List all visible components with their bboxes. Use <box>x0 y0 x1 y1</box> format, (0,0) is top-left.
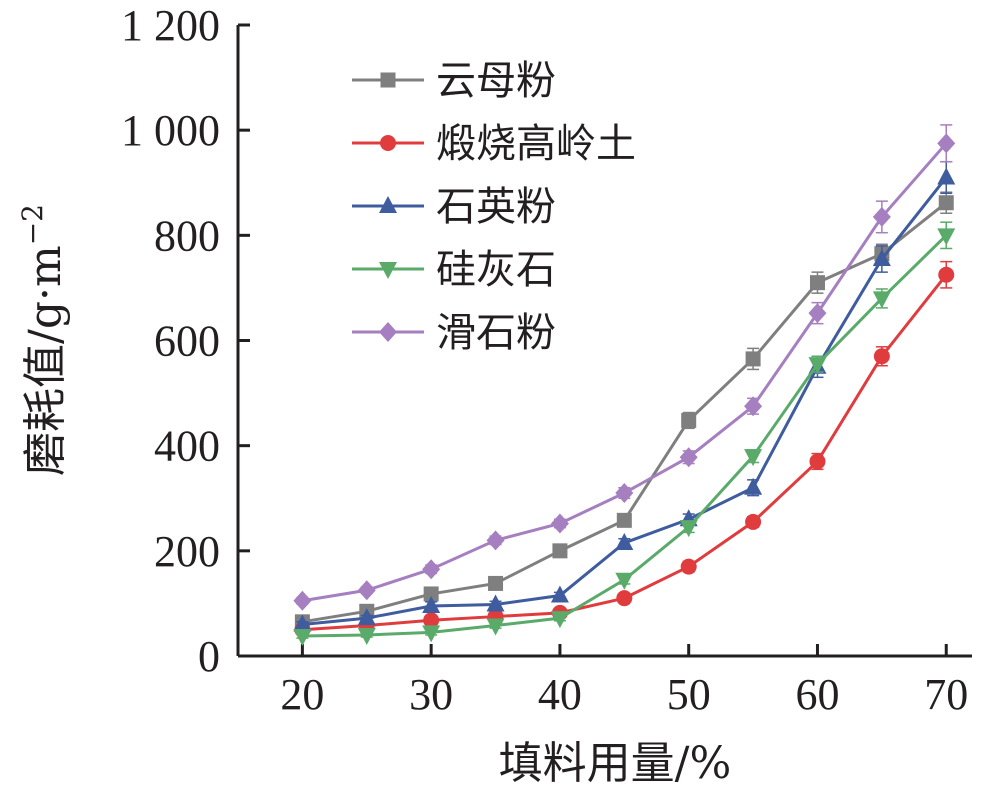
data-point <box>873 348 890 365</box>
data-point <box>680 558 697 575</box>
data-point <box>422 559 441 580</box>
y-tick-label: 800 <box>154 211 220 260</box>
data-point <box>616 590 633 607</box>
x-tick-label: 60 <box>795 670 839 719</box>
data-point <box>422 596 441 614</box>
data-point <box>615 482 634 503</box>
data-point <box>744 396 763 417</box>
y-axis-title-group: 磨耗值/g·m−2 <box>16 204 71 476</box>
series-layer <box>293 124 956 647</box>
data-point <box>550 611 569 629</box>
data-point <box>293 614 312 632</box>
y-tick-label: 200 <box>154 527 220 576</box>
data-point <box>872 206 891 227</box>
y-tick-label: 1 000 <box>121 106 220 155</box>
data-point <box>744 477 763 495</box>
data-point <box>552 543 568 559</box>
data-point <box>938 266 955 283</box>
data-point <box>808 357 827 375</box>
data-point <box>357 627 376 645</box>
data-point <box>357 608 376 626</box>
data-point <box>681 412 697 428</box>
legend-label: 硅灰石 <box>436 247 556 293</box>
legend-label: 云母粉 <box>436 58 556 104</box>
series-line <box>302 176 948 626</box>
x-tick-label: 20 <box>280 670 324 719</box>
y-axis-title: 磨耗值/g·m−2 <box>16 204 71 476</box>
series-group <box>293 221 956 647</box>
data-point <box>422 625 441 643</box>
data-point <box>550 513 569 534</box>
x-axis-title: 填料用量/% <box>499 738 732 789</box>
series-group <box>293 160 956 632</box>
y-tick-label: 1 200 <box>121 1 220 50</box>
y-axis-title-main: 磨耗值/g·m <box>20 245 71 476</box>
y-ticks: 0 200 400 600 800 1 000 1 200 <box>121 1 250 681</box>
y-tick-label: 0 <box>198 632 220 681</box>
x-tick-label: 30 <box>409 670 453 719</box>
data-point <box>550 585 569 603</box>
legend-label: 滑石粉 <box>436 310 556 356</box>
data-point <box>744 449 763 467</box>
data-point <box>809 275 825 291</box>
x-tick-label: 70 <box>924 670 968 719</box>
legend-marker <box>379 322 397 342</box>
data-point <box>937 133 956 154</box>
x-tick-label: 40 <box>538 670 582 719</box>
legend-marker <box>379 196 397 213</box>
data-point <box>938 195 954 211</box>
y-tick-label: 600 <box>154 317 220 366</box>
data-point <box>486 594 505 612</box>
data-point <box>488 575 504 591</box>
legend-marker <box>379 262 397 279</box>
legend-marker <box>380 135 396 151</box>
data-point <box>937 167 956 185</box>
legend-label: 石英粉 <box>436 184 556 230</box>
data-point <box>745 513 762 530</box>
data-point <box>872 248 891 266</box>
data-point <box>615 532 634 550</box>
data-point <box>679 520 698 538</box>
data-point <box>809 453 826 470</box>
legend-label: 煅烧高岭土 <box>436 121 636 167</box>
data-point <box>423 586 439 602</box>
data-point <box>615 572 634 590</box>
data-point <box>808 303 827 324</box>
legend-marker <box>380 72 396 88</box>
data-point <box>616 512 632 528</box>
y-tick-label: 400 <box>154 422 220 471</box>
axes <box>236 25 972 658</box>
series-group <box>293 124 956 611</box>
data-point <box>293 590 312 611</box>
data-point <box>357 580 376 601</box>
data-point <box>872 291 891 309</box>
x-ticks: 20 30 40 50 60 70 <box>280 644 968 719</box>
x-tick-label: 50 <box>667 670 711 719</box>
data-point <box>423 612 440 629</box>
y-axis-title-exponent: −2 <box>16 204 49 245</box>
data-point <box>486 530 505 551</box>
series-line <box>302 142 948 603</box>
data-point <box>745 351 761 367</box>
data-point <box>486 618 505 636</box>
data-point <box>293 629 312 647</box>
data-point <box>679 447 698 468</box>
data-point <box>937 228 956 246</box>
